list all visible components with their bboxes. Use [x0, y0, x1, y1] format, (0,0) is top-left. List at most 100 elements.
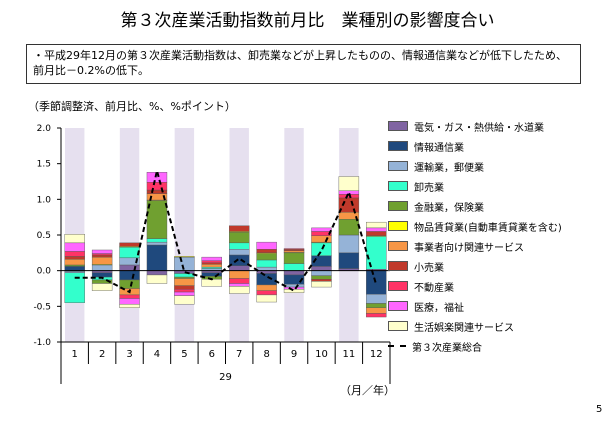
- x-tick-label: 11: [343, 349, 356, 360]
- legend-item: 小売業: [388, 256, 613, 276]
- x-tick-label: 4: [154, 349, 160, 360]
- bar-segment: [174, 291, 195, 296]
- bar-segment: [338, 252, 360, 269]
- bar-segment: [311, 270, 332, 276]
- bar-segment: [64, 242, 85, 252]
- y-tick-label: -1.0: [33, 338, 51, 348]
- bar-segment: [366, 231, 387, 236]
- bar-segment: [366, 294, 387, 304]
- bar-segment: [311, 235, 332, 243]
- legend-swatch: [388, 141, 408, 151]
- bar-segment: [146, 182, 168, 191]
- legend-label: 第３次産業総合: [412, 342, 482, 354]
- legend-item: 医療，福祉: [388, 296, 613, 316]
- bar-segment: [64, 259, 85, 266]
- x-tick-label: 5: [181, 349, 187, 360]
- y-tick-label: 1.0: [37, 195, 52, 205]
- bar-segment: [146, 189, 168, 194]
- bar-segment: [119, 270, 140, 281]
- bar-segment: [256, 294, 277, 303]
- bar-segment: [256, 249, 277, 254]
- x-tick-label: 1: [72, 349, 78, 360]
- legend-swatch: [388, 201, 408, 211]
- bar-stacks: [64, 172, 387, 318]
- total-line: [74, 170, 378, 294]
- bar-segment: [201, 266, 222, 269]
- legend-label: 物品賃貸業(自動車賃貸業を含む): [414, 222, 562, 234]
- bar-segment: [119, 294, 140, 299]
- bar-segment: [256, 259, 277, 268]
- bar-segment: [256, 266, 277, 271]
- bar-segment: [366, 227, 387, 232]
- legend-label: 生活娯楽関連サービス: [414, 322, 514, 334]
- bar-segment: [174, 278, 195, 286]
- bar-segment: [146, 238, 168, 243]
- y-tick-label: 0.0: [37, 267, 52, 277]
- bar-segment: [311, 279, 332, 282]
- bar-segment: [91, 254, 113, 258]
- y-tick-label: -0.5: [33, 302, 51, 312]
- bar-segment: [146, 200, 168, 239]
- bar-segment: [229, 283, 250, 287]
- bar-segment: [64, 234, 85, 244]
- bar-segment: [146, 274, 168, 284]
- bar-segment: [283, 250, 305, 253]
- x-tick-label: 6: [209, 349, 215, 360]
- legend-item: 不動産業: [388, 276, 613, 296]
- legend-swatch: [388, 301, 408, 311]
- bar-segment: [146, 244, 168, 271]
- bar-segment: [119, 246, 140, 259]
- bar-segment: [283, 252, 305, 264]
- bar-segment: [311, 266, 332, 271]
- legend-label: 金融業，保険業: [414, 202, 484, 214]
- y-tick-label: 1.5: [37, 160, 51, 170]
- legend-item: 金融業，保険業: [388, 196, 613, 216]
- legend-item: 生活娯楽関連サービス: [388, 316, 613, 336]
- legend-swatch: [388, 161, 408, 171]
- x-tick-label: 10: [315, 349, 328, 360]
- legend-item: 運輸業，郵便業: [388, 156, 613, 176]
- shade-band-9: [284, 128, 304, 342]
- legend-item: 物品賃貸業(自動車賃貸業を含む): [388, 216, 613, 236]
- bar-segment: [201, 262, 222, 265]
- bar-segment: [91, 249, 113, 254]
- legend-swatch: [388, 221, 408, 231]
- legend-swatch: [388, 321, 408, 331]
- bar-segment: [338, 234, 360, 254]
- x-tick-label: 12: [370, 349, 383, 360]
- bar-segment: [201, 260, 222, 264]
- bar-segment: [174, 273, 195, 278]
- bar-segment: [256, 284, 277, 291]
- legend-item: 情報通信業: [388, 136, 613, 156]
- x-tick-label: 2: [99, 349, 105, 360]
- legend-label: 不動産業: [414, 282, 454, 294]
- legend-label: 小売業: [414, 262, 444, 274]
- bar-segment: [174, 289, 195, 293]
- bar-segment: [91, 272, 113, 278]
- bar-segment: [64, 256, 85, 260]
- bar-segment: [283, 289, 305, 293]
- bar-segment: [283, 263, 305, 271]
- bar-segment: [174, 295, 195, 305]
- bar-segment: [91, 264, 113, 271]
- bar-segment: [283, 249, 305, 251]
- bar-segment: [311, 281, 332, 288]
- legend-label: 事業者向け関連サービス: [414, 242, 524, 254]
- legend-swatch: [388, 261, 408, 271]
- x-tick-label: 8: [263, 349, 269, 360]
- shade-band-3: [119, 128, 140, 342]
- bar-segment: [229, 231, 250, 244]
- bar-segment: [366, 270, 387, 295]
- bar-segment: [283, 270, 305, 276]
- bar-segment: [283, 248, 305, 250]
- bar-segment: [229, 249, 250, 256]
- bar-segment: [283, 286, 305, 290]
- summary-note: ・平成29年12月の第３次産業活動指数は、卸売業などが上昇したものの、情報通信業…: [26, 44, 581, 84]
- legend-label: 卸売業: [414, 182, 444, 194]
- legend-line-swatch: [388, 345, 406, 347]
- total-line-layer: [74, 170, 378, 294]
- bar-segment: [64, 272, 85, 303]
- bar-segment: [91, 283, 113, 291]
- legend-item: 事業者向け関連サービス: [388, 236, 613, 256]
